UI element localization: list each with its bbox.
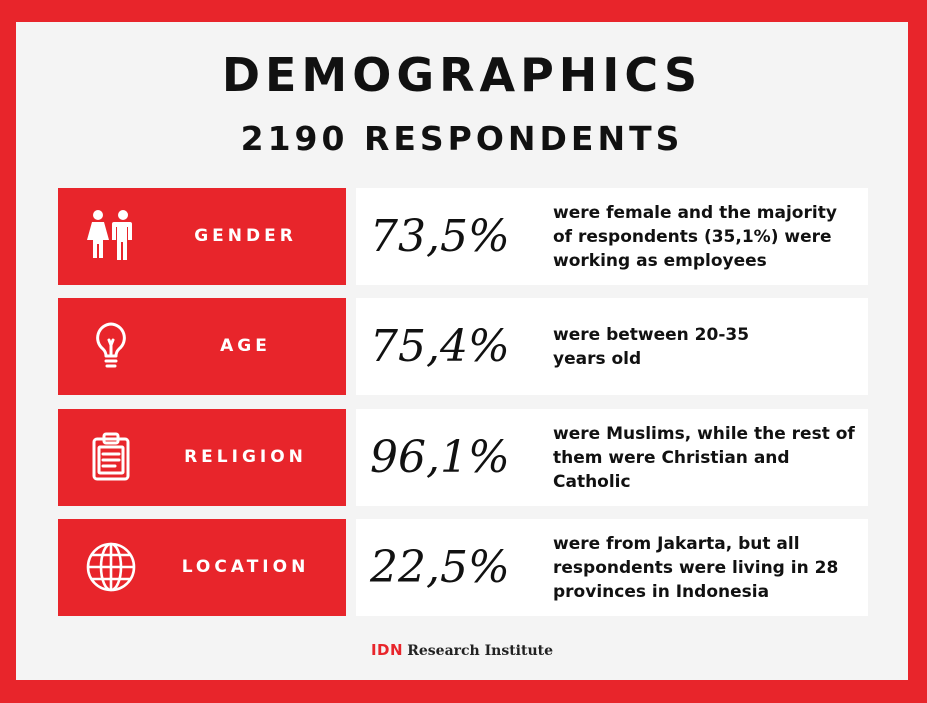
stat-description-location: were from Jakarta, but all respondents w… — [553, 533, 839, 602]
category-box-location: LOCATION — [58, 519, 346, 616]
footer-credit: IDN Research Institute — [16, 640, 908, 661]
stat-card-religion: 96,1% were Muslims, while the rest of th… — [356, 409, 868, 506]
stat-description-age: were between 20-35 years old — [553, 324, 750, 369]
globe-icon — [80, 537, 142, 597]
stat-percentage-location: 22,5% — [370, 542, 510, 593]
page-title: DEMOGRAPHICS — [221, 48, 703, 102]
demographic-row-gender: GENDER 73,5% were female and the majorit… — [58, 188, 868, 285]
category-label-religion: RELIGION — [184, 447, 307, 467]
people-icon — [80, 206, 142, 266]
footer-brand-logo: IDN — [370, 641, 404, 659]
footer-organization: Research Institute — [407, 643, 554, 659]
stat-card-gender: 73,5% were female and the majority of re… — [356, 188, 868, 285]
category-box-religion: RELIGION — [58, 409, 346, 506]
category-box-gender: GENDER — [58, 188, 346, 285]
category-label-gender: GENDER — [194, 226, 297, 246]
demographic-row-location: LOCATION 22,5% were from Jakarta, but al… — [58, 519, 868, 616]
lightbulb-icon — [80, 316, 142, 376]
category-box-age: AGE — [58, 298, 346, 395]
demographic-row-age: AGE 75,4% were between 20-35 years old — [58, 298, 868, 395]
page-subtitle: 2190 RESPONDENTS — [240, 119, 684, 158]
infographic-panel: DEMOGRAPHICS 2190 RESPONDENTS GENDER 73,… — [16, 22, 908, 680]
stat-percentage-gender: 73,5% — [370, 211, 510, 262]
stat-description-gender: were female and the majority of responde… — [553, 202, 837, 271]
category-label-age: AGE — [220, 336, 271, 356]
stat-percentage-age: 75,4% — [370, 321, 510, 372]
demographic-row-religion: RELIGION 96,1% were Muslims, while the r… — [58, 409, 868, 506]
stat-card-location: 22,5% were from Jakarta, but all respond… — [356, 519, 868, 616]
clipboard-icon — [80, 427, 142, 487]
category-label-location: LOCATION — [181, 557, 310, 577]
stat-percentage-religion: 96,1% — [370, 432, 510, 483]
stat-card-age: 75,4% were between 20-35 years old — [356, 298, 868, 395]
stat-description-religion: were Muslims, while the rest of them wer… — [553, 423, 855, 492]
